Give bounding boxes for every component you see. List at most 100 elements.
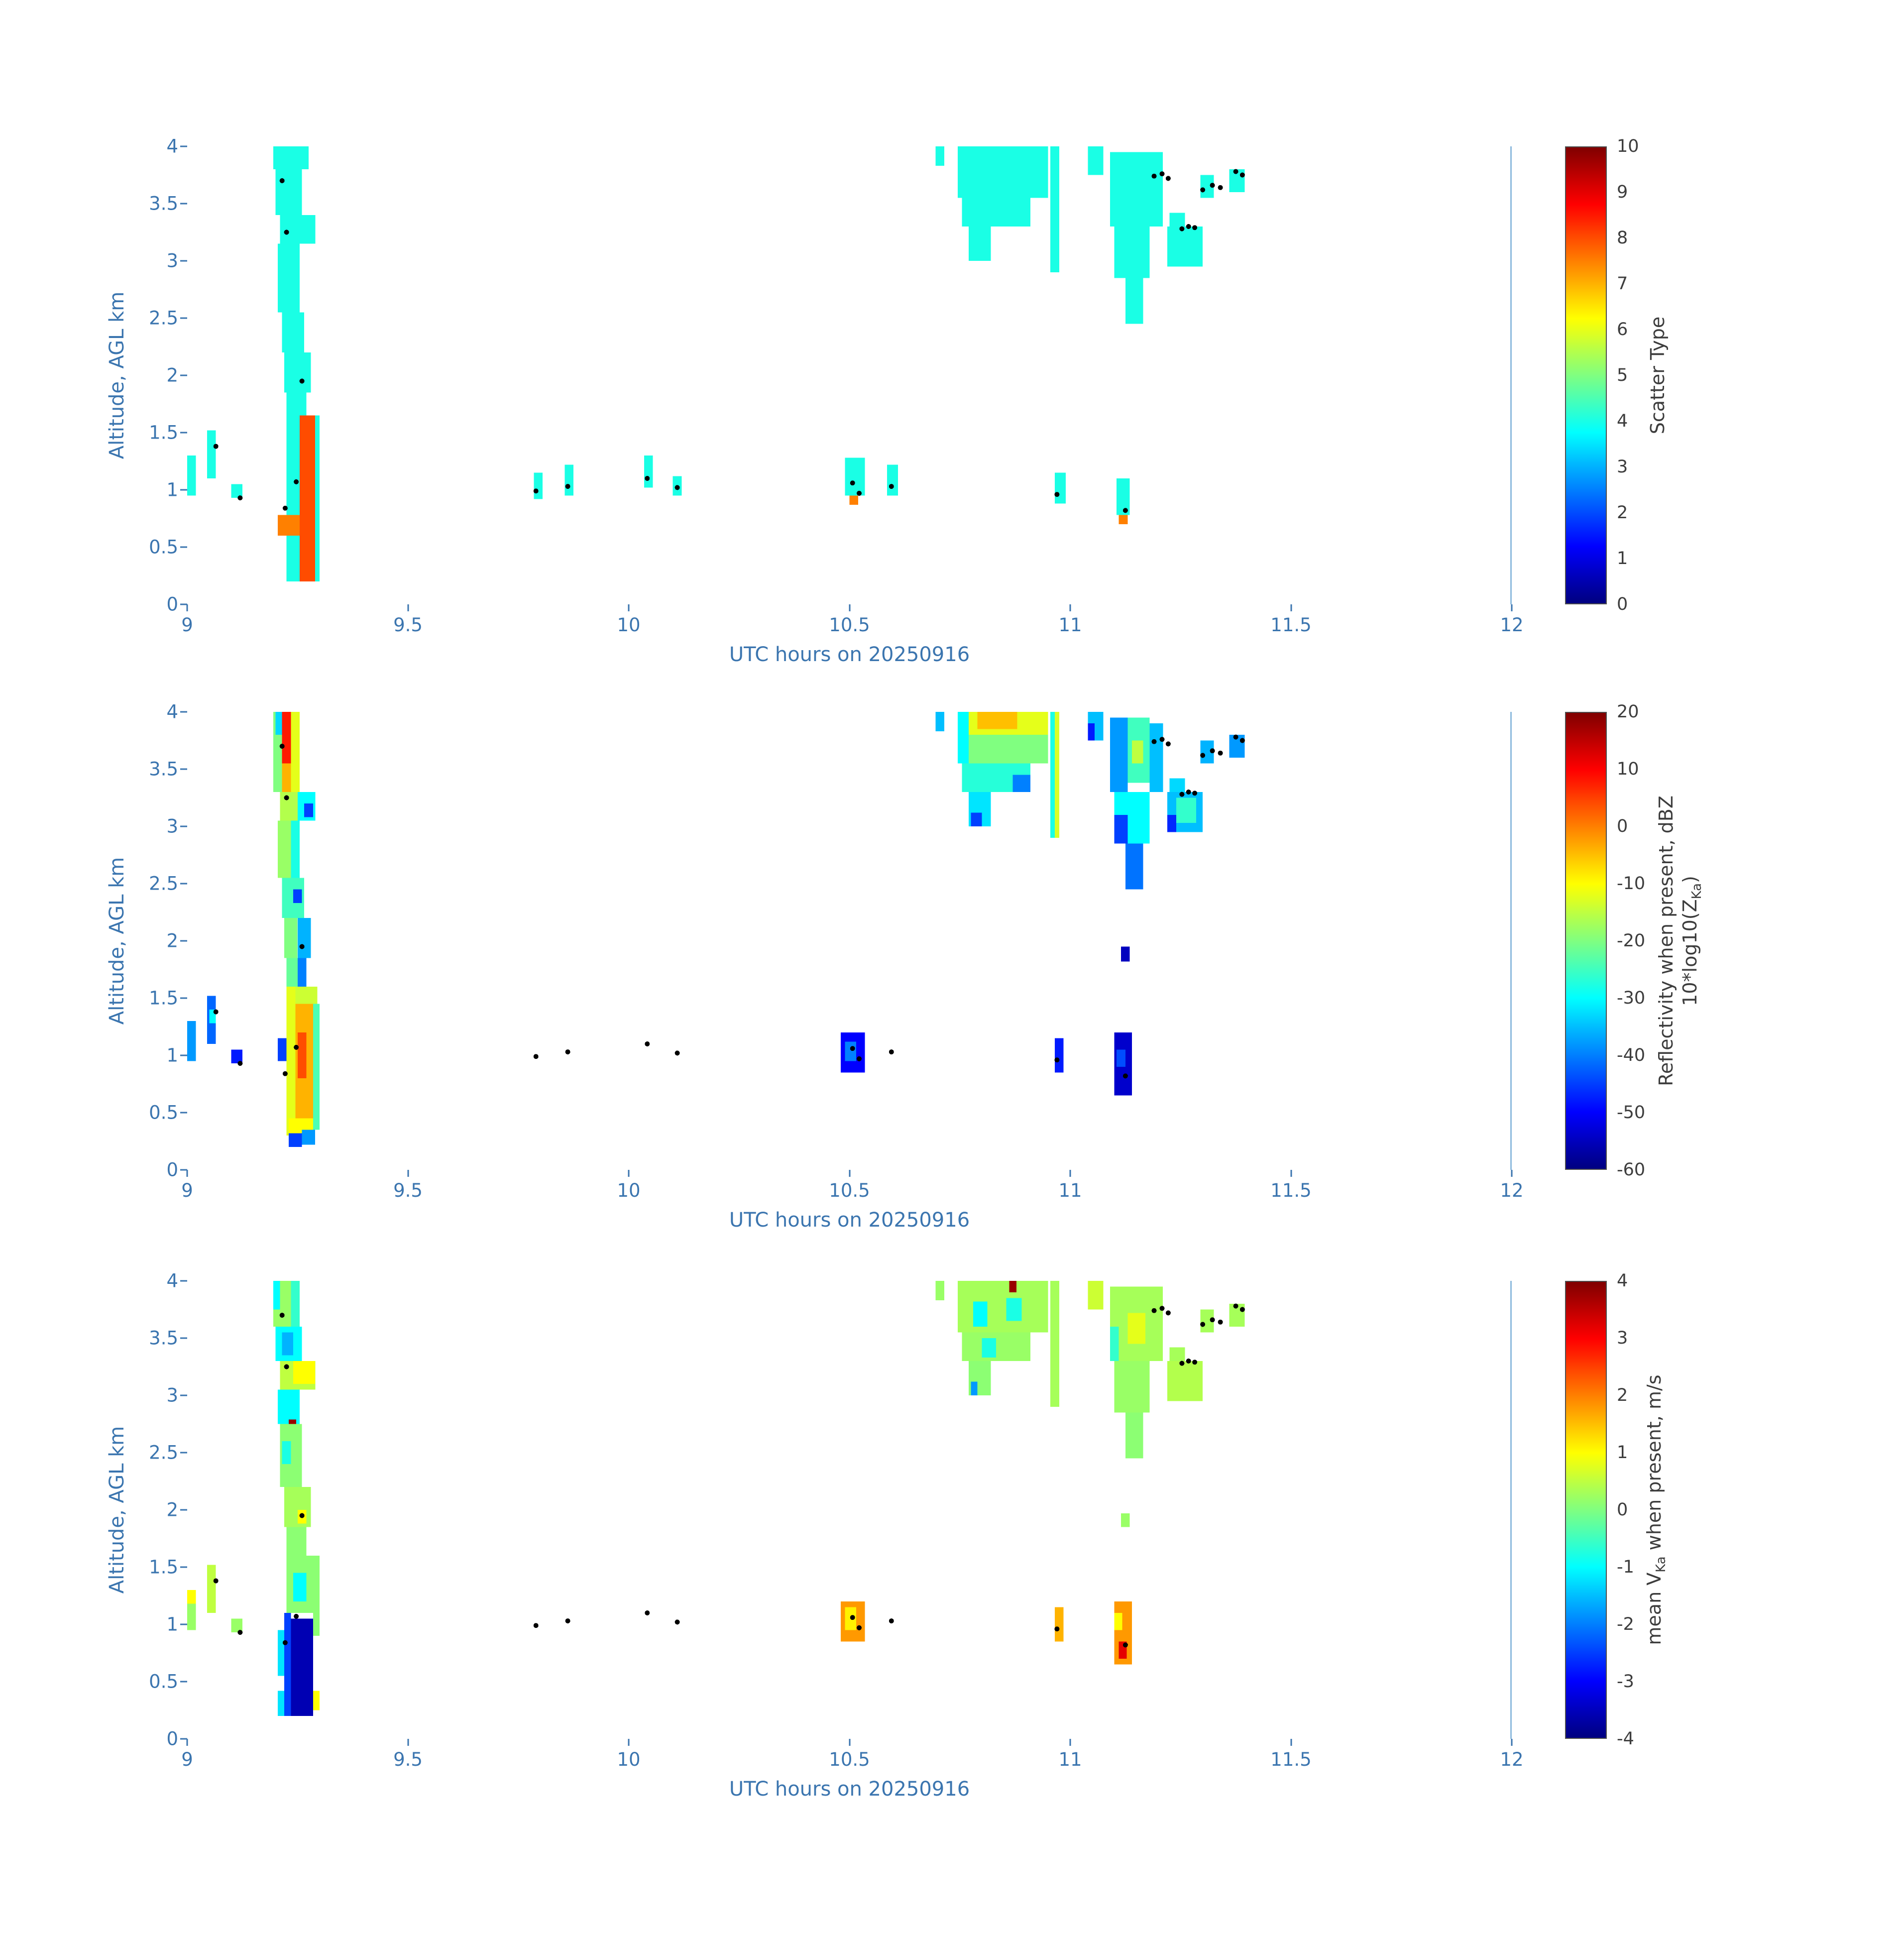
x-tick-mark [1290, 604, 1292, 611]
y-tick-label: 2 [166, 930, 178, 952]
colorbar-tick-label: -10 [1617, 874, 1646, 894]
y-tick-label: 2.5 [149, 1442, 178, 1464]
colorbar-tick-label: 4 [1617, 1271, 1628, 1291]
y-tick-label: 2 [166, 1499, 178, 1521]
x-tick-label: 10.5 [829, 614, 870, 636]
colorbar-tick-label: 7 [1617, 274, 1628, 294]
y-tick-mark [180, 1169, 187, 1171]
colorbar-tick-label: -4 [1617, 1729, 1634, 1749]
x-tick-label: 12 [1500, 1749, 1524, 1770]
colorbar-tick-labels: -4 -3 -2 -1 0 1 2 3 4 [1617, 1271, 1691, 1749]
y-tick-mark [180, 489, 187, 491]
colorbar-tick-labels: 0 1 2 3 4 5 6 7 8 9 10 [1617, 136, 1691, 614]
y-tick-label: 2.5 [149, 307, 178, 329]
colorbar-tick-label: -50 [1617, 1103, 1646, 1123]
y-tick-label: 3 [166, 1384, 178, 1406]
colorbar-tick-labels: -60 -50 -40 -30 -20 -10 0 10 20 [1617, 702, 1691, 1180]
y-tick-mark [180, 317, 187, 319]
y-tick-label: 1 [166, 479, 178, 501]
y-tick-mark [180, 546, 187, 548]
x-tick-mark [849, 1170, 850, 1177]
y-axis-label: Altitude, AGL km [106, 857, 128, 1025]
colorbar-tick-label: 0 [1617, 594, 1628, 614]
y-tick-mark [180, 260, 187, 262]
x-tick-label: 9 [181, 1749, 193, 1770]
x-tick-mark [407, 604, 409, 611]
y-tick-mark [180, 1452, 187, 1454]
colorbar-mean-velocity [1565, 1281, 1607, 1739]
y-tick-mark [180, 1054, 187, 1056]
x-tick-mark [186, 1739, 188, 1746]
x-tick-mark [849, 604, 850, 611]
colorbar-tick-label: 2 [1617, 503, 1628, 523]
colorbar-tick-label: 20 [1617, 702, 1639, 722]
y-tick-label: 4 [166, 1270, 178, 1292]
y-tick-mark [180, 883, 187, 885]
y-tick-label: 4 [166, 135, 178, 157]
x-tick-mark [1511, 1170, 1513, 1177]
y-tick-mark [180, 1681, 187, 1683]
y-tick-mark [180, 1337, 187, 1339]
x-tick-mark [849, 1739, 850, 1746]
y-tick-mark [180, 997, 187, 999]
x-tick-mark [628, 1739, 630, 1746]
y-tick-label: 0 [166, 1728, 178, 1750]
colorbar-tick-label: -1 [1617, 1557, 1634, 1577]
y-tick-mark [180, 1112, 187, 1114]
x-tick-mark [628, 1170, 630, 1177]
x-axis-label: UTC hours on 20250916 [729, 643, 970, 666]
y-tick-label: 4 [166, 701, 178, 723]
y-tick-mark [180, 940, 187, 942]
colorbar-label: mean VKa when present, m/s [1642, 1087, 1673, 1933]
y-tick-label: 3.5 [149, 758, 178, 780]
y-tick-label: 2.5 [149, 873, 178, 895]
heatmap-canvas [187, 712, 1512, 1170]
y-tick-mark [180, 825, 187, 827]
plot-area-reflectivity [187, 712, 1512, 1170]
x-tick-mark [1290, 1170, 1292, 1177]
y-tick-label: 3 [166, 815, 178, 837]
x-tick-mark [407, 1170, 409, 1177]
y-tick-label: 0.5 [149, 1102, 178, 1124]
colorbar-tick-label: 4 [1617, 411, 1628, 431]
x-tick-label: 9 [181, 614, 193, 636]
colorbar-reflectivity [1565, 712, 1607, 1170]
y-tick-label: 1 [166, 1613, 178, 1635]
y-tick-mark [180, 1509, 187, 1511]
x-tick-label: 11 [1058, 1180, 1082, 1201]
colorbar-tick-label: 10 [1617, 136, 1639, 156]
y-tick-mark [180, 711, 187, 713]
y-tick-label: 1.5 [149, 422, 178, 444]
plot-area-scatter-type [187, 146, 1512, 604]
colorbar-tick-label: 2 [1617, 1385, 1628, 1405]
y-tick-label: 0.5 [149, 1671, 178, 1693]
x-tick-label: 9 [181, 1180, 193, 1201]
figure: Altitude, AGL km 0 0.5 1 1.5 2 2.5 3 3.5 4 9 9.5 1… [106, 135, 1704, 1801]
x-tick-label: 10.5 [829, 1749, 870, 1770]
y-tick-label: 3.5 [149, 193, 178, 215]
colorbar-label-line: 10*log10(ZKa) [1679, 876, 1704, 1006]
x-tick-mark [1290, 1739, 1292, 1746]
x-tick-label: 10.5 [829, 1180, 870, 1201]
colorbar-tick-label: -20 [1617, 931, 1646, 951]
y-tick-mark [180, 603, 187, 605]
x-tick-label: 10 [617, 1749, 641, 1770]
colorbar-tick-label: -30 [1617, 988, 1646, 1008]
colorbar-tick-label: -3 [1617, 1672, 1634, 1692]
y-tick-label: 1.5 [149, 1556, 178, 1578]
colorbar-tick-label: 0 [1617, 816, 1628, 836]
x-tick-label: 12 [1500, 614, 1524, 636]
y-tick-mark [180, 432, 187, 434]
y-tick-label: 0.5 [149, 536, 178, 558]
x-tick-mark [1511, 604, 1513, 611]
x-tick-mark [186, 604, 188, 611]
y-axis-label: Altitude, AGL km [106, 291, 128, 459]
y-tick-label: 2 [166, 364, 178, 386]
y-tick-mark [180, 1566, 187, 1568]
colorbar-tick-label: 0 [1617, 1500, 1628, 1520]
y-tick-mark [180, 1623, 187, 1625]
y-tick-mark [180, 1738, 187, 1740]
x-tick-label: 11.5 [1270, 1749, 1312, 1770]
y-axis-label: Altitude, AGL km [106, 1426, 128, 1594]
y-tick-mark [180, 1394, 187, 1396]
